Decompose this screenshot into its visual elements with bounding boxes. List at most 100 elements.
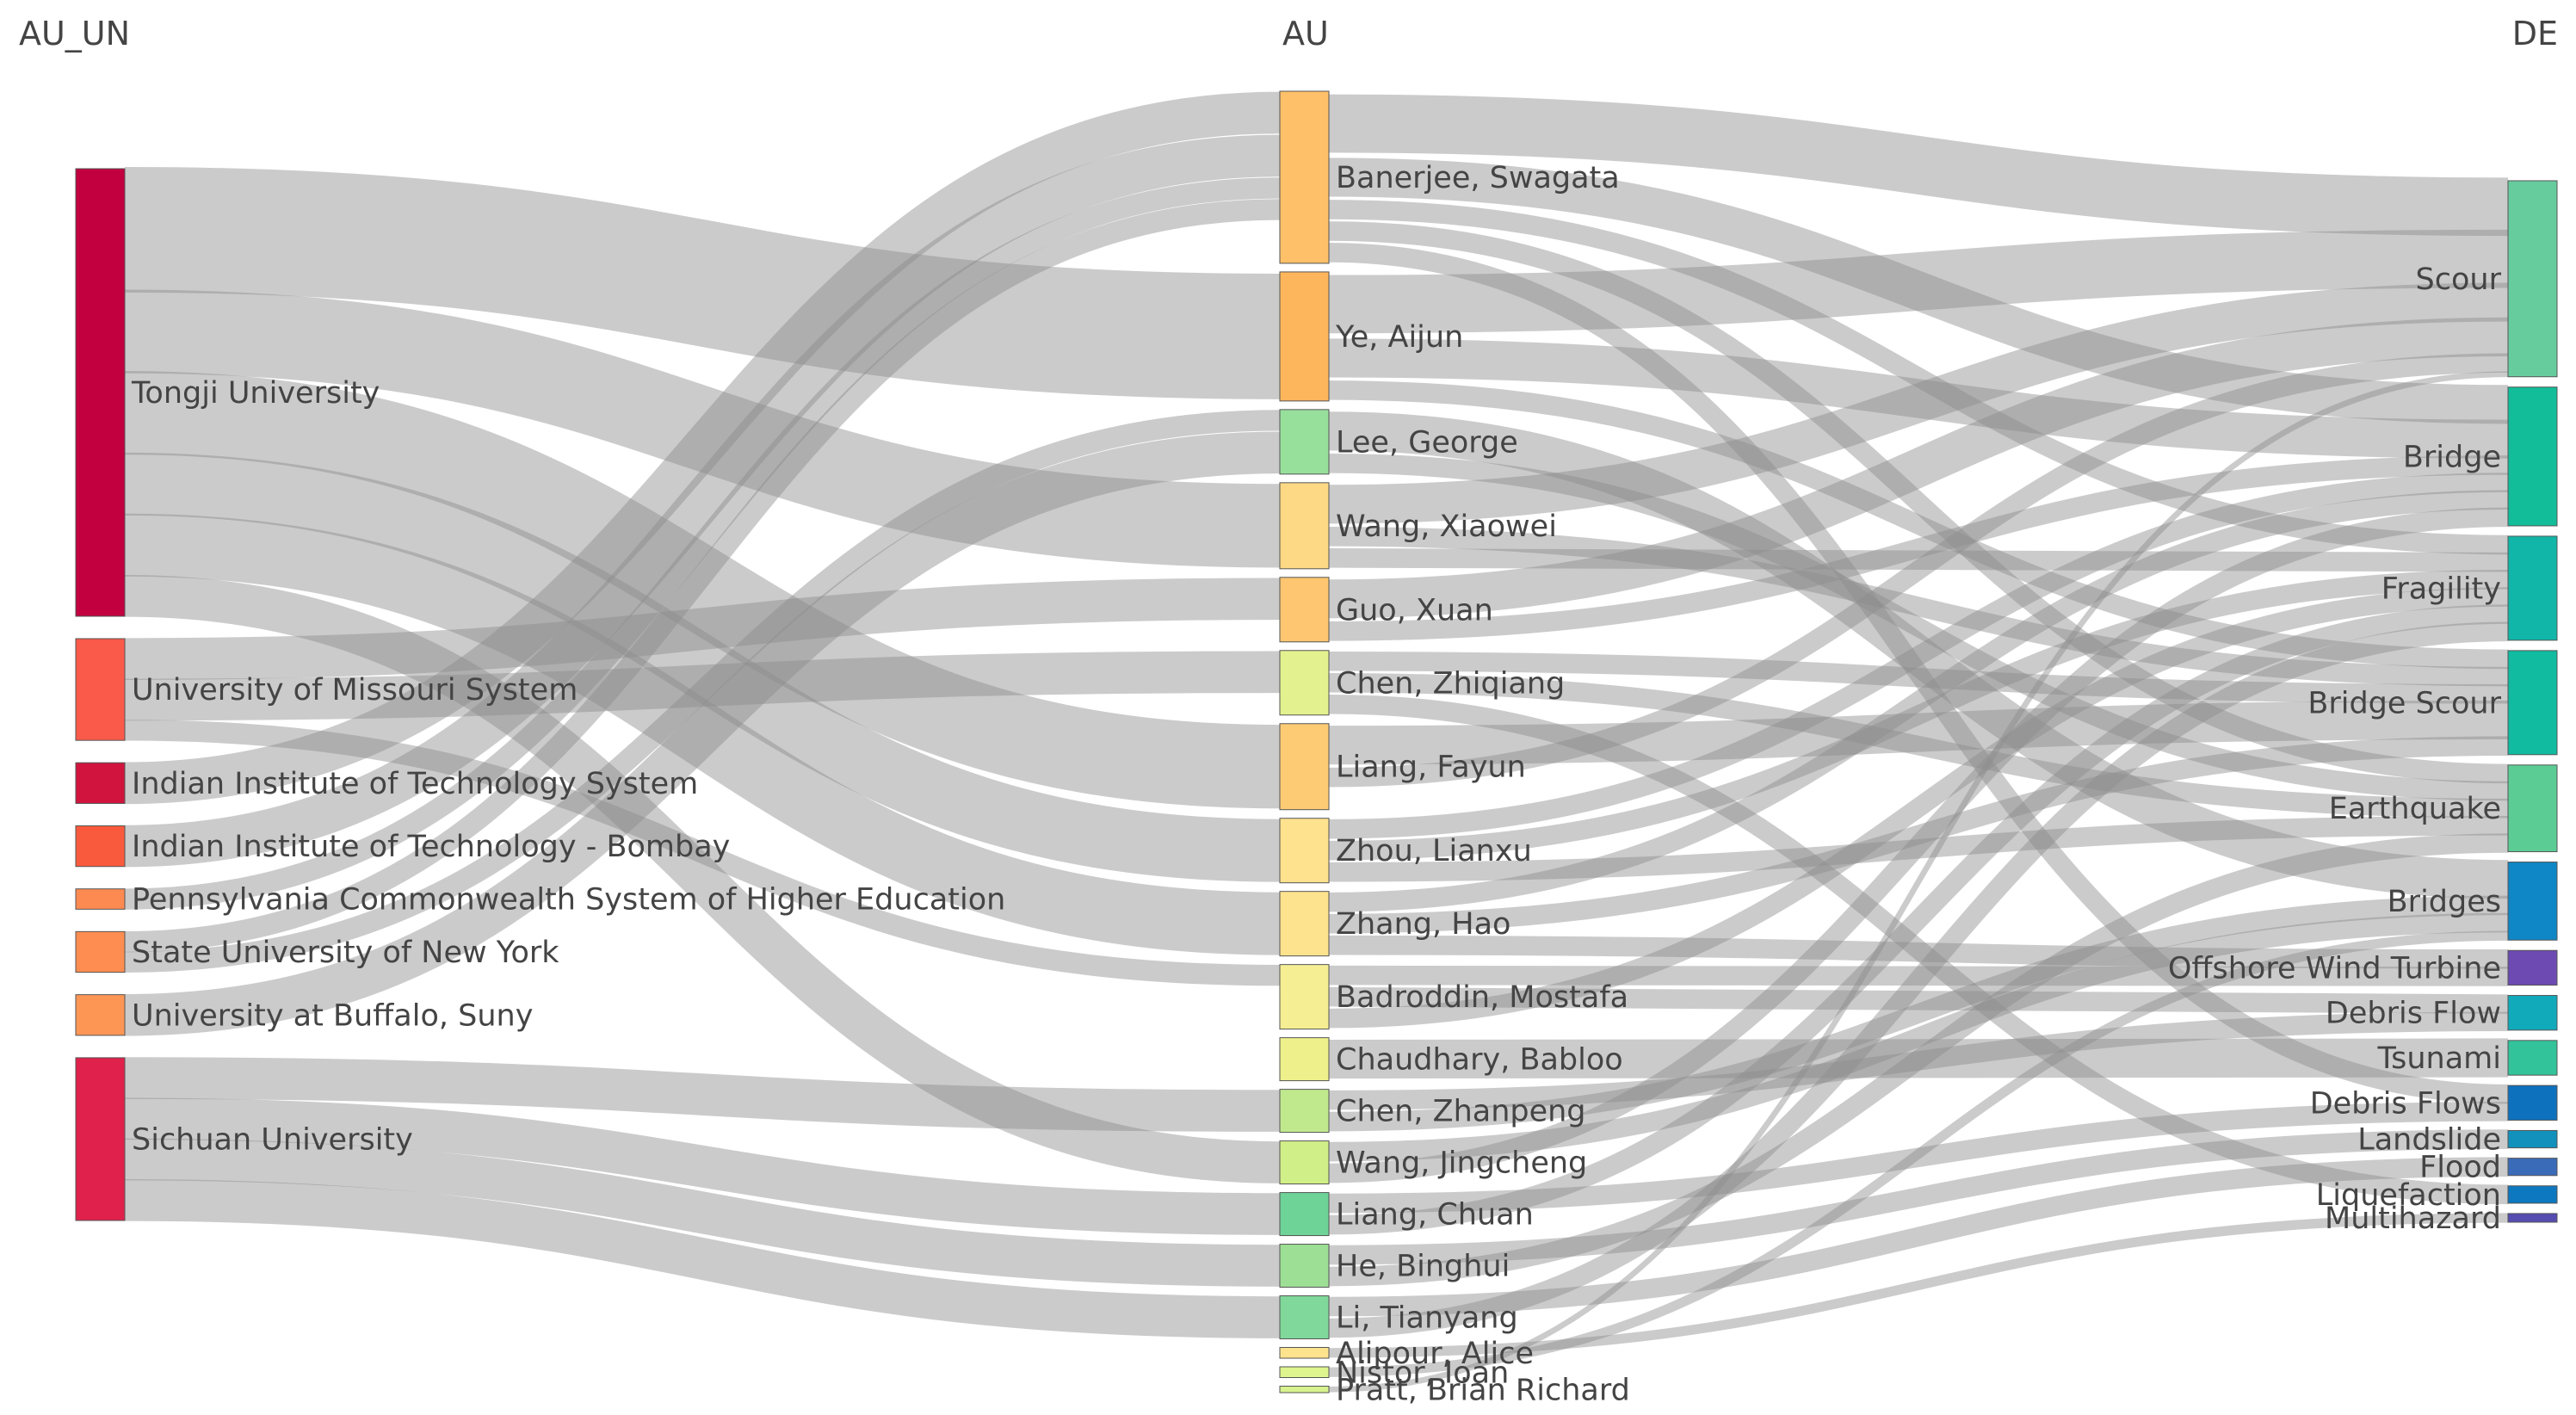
node-nistor-ioan[interactable]: [1279, 1366, 1330, 1379]
node-scour[interactable]: [2507, 180, 2558, 378]
link-nistor-ioan-to-bridges[interactable]: [1328, 930, 2509, 1377]
link-sichuan-university-to-chen-zhanpeng[interactable]: [124, 1057, 1281, 1132]
node-debris-flow[interactable]: [2507, 995, 2558, 1031]
link-university-of-missouri-system-to-guo-xuan[interactable]: [124, 578, 1281, 680]
link-li-tianyang-to-fragility[interactable]: [1328, 621, 2509, 1338]
node-alipour-alice[interactable]: [1279, 1347, 1330, 1359]
node-university-of-missouri-system[interactable]: [75, 638, 126, 741]
link-wang-xiaowei-to-scour[interactable]: [1328, 282, 2509, 524]
node-zhang-hao[interactable]: [1279, 891, 1330, 957]
node-debris-flows[interactable]: [2507, 1084, 2558, 1121]
link-zhou-lianxu-to-earthquake[interactable]: [1328, 816, 2509, 882]
node-chen-zhanpeng[interactable]: [1279, 1089, 1330, 1134]
node-multihazard[interactable]: [2507, 1213, 2558, 1223]
node-tongji-university[interactable]: [75, 168, 126, 617]
link-liang-fayun-to-bridge-scour[interactable]: [1328, 700, 2509, 765]
link-lee-george-to-earthquake[interactable]: [1328, 454, 2509, 801]
node-chen-zhiqiang[interactable]: [1279, 650, 1330, 716]
link-tongji-university-to-liang-fayun[interactable]: [124, 371, 1281, 809]
node-earthquake[interactable]: [2507, 764, 2558, 853]
link-university-at-buffalo-suny-to-lee-george[interactable]: [124, 431, 1281, 1036]
link-chen-zhanpeng-to-bridges[interactable]: [1328, 895, 2509, 1132]
node-offshore-wind-turbine[interactable]: [2507, 949, 2558, 986]
node-university-at-buffalo-suny[interactable]: [75, 994, 126, 1036]
link-tongji-university-to-zhou-lianxu[interactable]: [124, 452, 1281, 882]
link-zhou-lianxu-to-fragility[interactable]: [1328, 570, 2509, 861]
node-banerjee-swagata[interactable]: [1279, 90, 1330, 264]
link-liang-fayun-to-scour[interactable]: [1328, 353, 2509, 788]
node-sichuan-university[interactable]: [75, 1057, 126, 1221]
link-banerjee-swagata-to-bridge[interactable]: [1328, 158, 2509, 424]
link-banerjee-swagata-to-scour[interactable]: [1328, 94, 2509, 237]
link-tongji-university-to-wang-jingcheng[interactable]: [124, 575, 1281, 1183]
node-state-university-of-new-york[interactable]: [75, 930, 126, 973]
node-bridge[interactable]: [2507, 386, 2558, 527]
link-state-university-of-new-york-to-banerjee-swagata[interactable]: [124, 199, 1281, 953]
link-university-of-missouri-system-to-chen-zhiqiang[interactable]: [124, 651, 1281, 721]
node-wang-jingcheng[interactable]: [1279, 1140, 1330, 1185]
link-university-of-missouri-system-to-badroddin-mostafa[interactable]: [124, 720, 1281, 986]
node-lee-george[interactable]: [1279, 409, 1330, 475]
link-chen-zhiqiang-to-bridge-scour[interactable]: [1328, 651, 2509, 704]
link-he-binghui-to-landslide[interactable]: [1328, 1129, 2509, 1265]
link-chaudhary-babloo-to-tsunami[interactable]: [1328, 1038, 2509, 1079]
node-bridges[interactable]: [2507, 862, 2558, 941]
link-liang-chuan-to-debris-flows[interactable]: [1328, 1102, 2509, 1214]
node-flood[interactable]: [2507, 1158, 2558, 1177]
node-pennsylvania-commonwealth-system-of-higher-education[interactable]: [75, 888, 126, 910]
link-zhou-lianxu-to-bridge[interactable]: [1328, 473, 2509, 839]
node-liquefaction[interactable]: [2507, 1185, 2558, 1204]
node-landslide[interactable]: [2507, 1129, 2558, 1149]
link-pennsylvania-commonwealth-system-of-higher-education-to-banerjee-swagata[interactable]: [124, 177, 1281, 910]
link-wang-jingcheng-to-bridges[interactable]: [1328, 912, 2509, 1162]
link-wang-xiaowei-to-bridge-scour[interactable]: [1328, 527, 2509, 687]
link-badroddin-mostafa-to-offshore-wind-turbine[interactable]: [1328, 965, 2509, 986]
link-banerjee-swagata-to-debris-flows[interactable]: [1328, 243, 2509, 1104]
link-sichuan-university-to-he-binghui[interactable]: [124, 1138, 1281, 1287]
node-ye-aijun[interactable]: [1279, 271, 1330, 402]
link-sichuan-university-to-li-tianyang[interactable]: [124, 1179, 1281, 1338]
link-he-binghui-to-earthquake[interactable]: [1328, 833, 2509, 1287]
link-li-tianyang-to-flood[interactable]: [1328, 1157, 2509, 1317]
link-badroddin-mostafa-to-fragility[interactable]: [1328, 587, 2509, 1029]
link-indian-institute-of-technology-system-to-banerjee-swagata[interactable]: [124, 91, 1281, 805]
link-wang-xiaowei-to-fragility[interactable]: [1328, 548, 2509, 572]
node-zhou-lianxu[interactable]: [1279, 818, 1330, 884]
node-he-binghui[interactable]: [1279, 1244, 1330, 1288]
node-indian-institute-of-technology-system[interactable]: [75, 762, 126, 804]
link-guo-xuan-to-scour[interactable]: [1328, 317, 2509, 619]
link-chen-zhanpeng-to-debris-flow[interactable]: [1328, 1011, 2509, 1110]
link-tongji-university-to-zhang-hao[interactable]: [124, 513, 1281, 955]
node-li-tianyang[interactable]: [1279, 1295, 1330, 1340]
node-guo-xuan[interactable]: [1279, 577, 1330, 643]
node-liang-chuan[interactable]: [1279, 1192, 1330, 1237]
node-bridge-scour[interactable]: [2507, 650, 2558, 756]
link-sichuan-university-to-liang-chuan[interactable]: [124, 1097, 1281, 1235]
node-pratt-brian-richard[interactable]: [1279, 1386, 1330, 1393]
node-badroddin-mostafa[interactable]: [1279, 964, 1330, 1030]
link-zhang-hao-to-offshore-wind-turbine[interactable]: [1328, 935, 2509, 969]
node-tsunami[interactable]: [2507, 1040, 2558, 1076]
link-tongji-university-to-wang-xiaowei[interactable]: [124, 289, 1281, 568]
node-liang-fayun[interactable]: [1279, 723, 1330, 811]
link-alipour-alice-to-multihazard[interactable]: [1328, 1213, 2509, 1358]
link-chen-zhiqiang-to-liquefaction[interactable]: [1328, 694, 2509, 1205]
link-pratt-brian-richard-to-scour[interactable]: [1328, 371, 2509, 1393]
link-banerjee-swagata-to-earthquake[interactable]: [1328, 221, 2509, 784]
link-ye-aijun-to-bridge[interactable]: [1328, 338, 2509, 459]
link-banerjee-swagata-to-fragility[interactable]: [1328, 200, 2509, 555]
node-chaudhary-babloo[interactable]: [1279, 1037, 1330, 1082]
link-guo-xuan-to-bridge[interactable]: [1328, 455, 2509, 641]
link-badroddin-mostafa-to-debris-flow[interactable]: [1328, 986, 2509, 1014]
link-chen-zhiqiang-to-earthquake[interactable]: [1328, 672, 2509, 819]
link-ye-aijun-to-bridge-scour[interactable]: [1328, 380, 2509, 670]
node-indian-institute-of-technology-bombay[interactable]: [75, 825, 126, 868]
node-fragility[interactable]: [2507, 535, 2558, 641]
link-tongji-university-to-ye-aijun[interactable]: [124, 166, 1281, 399]
link-zhang-hao-to-bridge-scour[interactable]: [1328, 736, 2509, 934]
link-wang-jingcheng-to-bridge[interactable]: [1328, 507, 2509, 1183]
link-liang-chuan-to-fragility[interactable]: [1328, 604, 2509, 1235]
link-indian-institute-of-technology-bombay-to-banerjee-swagata[interactable]: [124, 134, 1281, 868]
node-wang-xiaowei[interactable]: [1279, 482, 1330, 570]
link-state-university-of-new-york-to-lee-george[interactable]: [124, 410, 1281, 973]
